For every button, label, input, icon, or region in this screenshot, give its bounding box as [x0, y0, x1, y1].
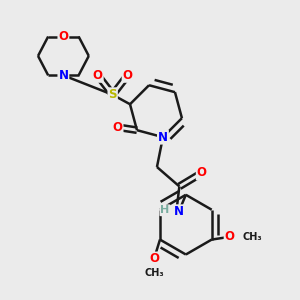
Text: O: O: [93, 69, 103, 82]
Text: O: O: [123, 69, 133, 82]
Text: N: N: [174, 205, 184, 218]
Text: O: O: [58, 30, 68, 43]
Text: CH₃: CH₃: [144, 268, 164, 278]
Text: CH₃: CH₃: [242, 232, 262, 242]
Text: O: O: [149, 253, 159, 266]
Text: O: O: [112, 121, 123, 134]
Text: N: N: [58, 69, 68, 82]
Text: O: O: [225, 230, 235, 243]
Text: N: N: [158, 130, 168, 144]
Text: O: O: [197, 167, 207, 179]
Text: H: H: [160, 205, 169, 215]
Text: S: S: [108, 88, 117, 101]
